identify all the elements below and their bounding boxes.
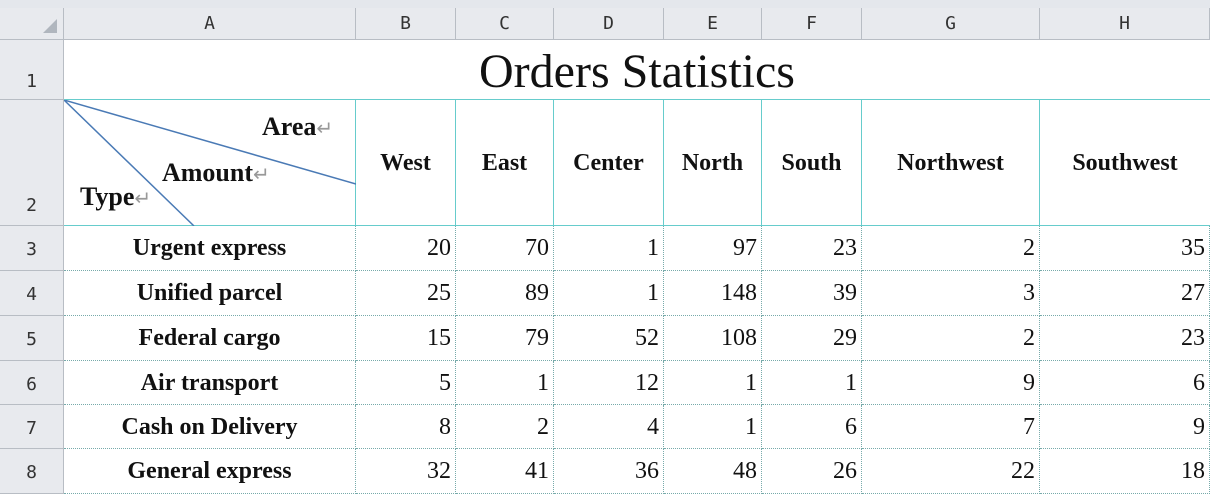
column-header-e[interactable]: E: [664, 8, 762, 40]
value-cell[interactable]: 20: [356, 226, 456, 271]
value-cell[interactable]: 7: [862, 405, 1040, 449]
value-cell[interactable]: 70: [456, 226, 554, 271]
value-cell[interactable]: 1: [762, 361, 862, 405]
value-cell[interactable]: 6: [762, 405, 862, 449]
diagonal-label-amount: Amount↵: [162, 158, 270, 187]
select-all-icon: [43, 19, 57, 33]
value-cell[interactable]: 2: [862, 316, 1040, 361]
value-cell[interactable]: 1: [456, 361, 554, 405]
region-header-east[interactable]: East: [456, 100, 554, 226]
diagonal-lines: [64, 100, 356, 226]
value-cell[interactable]: 108: [664, 316, 762, 361]
value-cell[interactable]: 23: [1040, 316, 1210, 361]
row-header-7[interactable]: 7: [0, 405, 64, 449]
value-cell[interactable]: 23: [762, 226, 862, 271]
type-cell[interactable]: Unified parcel: [64, 271, 356, 316]
region-header-west[interactable]: West: [356, 100, 456, 226]
sheet-title[interactable]: Orders Statistics: [64, 40, 1210, 100]
select-all-button[interactable]: [0, 8, 64, 40]
column-header-h[interactable]: H: [1040, 8, 1210, 40]
value-cell[interactable]: 2: [862, 226, 1040, 271]
type-cell[interactable]: General express: [64, 449, 356, 494]
value-cell[interactable]: 29: [762, 316, 862, 361]
value-cell[interactable]: 9: [1040, 405, 1210, 449]
value-cell[interactable]: 89: [456, 271, 554, 316]
type-cell[interactable]: Air transport: [64, 361, 356, 405]
value-cell[interactable]: 48: [664, 449, 762, 494]
type-cell[interactable]: Urgent express: [64, 226, 356, 271]
value-cell[interactable]: 22: [862, 449, 1040, 494]
region-header-northwest[interactable]: Northwest: [862, 100, 1040, 226]
value-cell[interactable]: 1: [664, 361, 762, 405]
value-cell[interactable]: 39: [762, 271, 862, 316]
value-cell[interactable]: 32: [356, 449, 456, 494]
value-cell[interactable]: 2: [456, 405, 554, 449]
region-header-south[interactable]: South: [762, 100, 862, 226]
row-header-8[interactable]: 8: [0, 449, 64, 494]
diagonal-label-type: Type↵: [80, 182, 152, 211]
value-cell[interactable]: 18: [1040, 449, 1210, 494]
column-header-c[interactable]: C: [456, 8, 554, 40]
column-header-d[interactable]: D: [554, 8, 664, 40]
row-header-2[interactable]: 2: [0, 100, 64, 226]
diagonal-label-area: Area↵: [262, 112, 334, 141]
value-cell[interactable]: 27: [1040, 271, 1210, 316]
value-cell[interactable]: 1: [554, 226, 664, 271]
value-cell[interactable]: 26: [762, 449, 862, 494]
type-cell[interactable]: Federal cargo: [64, 316, 356, 361]
value-cell[interactable]: 4: [554, 405, 664, 449]
value-cell[interactable]: 36: [554, 449, 664, 494]
type-cell[interactable]: Cash on Delivery: [64, 405, 356, 449]
value-cell[interactable]: 148: [664, 271, 762, 316]
region-header-north[interactable]: North: [664, 100, 762, 226]
diagonal-header-cell[interactable]: [64, 100, 356, 226]
value-cell[interactable]: 79: [456, 316, 554, 361]
region-header-southwest[interactable]: Southwest: [1040, 100, 1210, 226]
diagonal-line-1: [64, 100, 356, 185]
row-header-6[interactable]: 6: [0, 361, 64, 405]
column-header-a[interactable]: A: [64, 8, 356, 40]
column-header-g[interactable]: G: [862, 8, 1040, 40]
column-header-f[interactable]: F: [762, 8, 862, 40]
value-cell[interactable]: 8: [356, 405, 456, 449]
value-cell[interactable]: 9: [862, 361, 1040, 405]
row-header-1[interactable]: 1: [0, 40, 64, 100]
value-cell[interactable]: 52: [554, 316, 664, 361]
row-header-4[interactable]: 4: [0, 271, 64, 316]
value-cell[interactable]: 25: [356, 271, 456, 316]
value-cell[interactable]: 15: [356, 316, 456, 361]
diagonal-line-2: [64, 100, 195, 226]
value-cell[interactable]: 6: [1040, 361, 1210, 405]
value-cell[interactable]: 1: [554, 271, 664, 316]
value-cell[interactable]: 1: [664, 405, 762, 449]
value-cell[interactable]: 5: [356, 361, 456, 405]
region-header-center[interactable]: Center: [554, 100, 664, 226]
row-header-5[interactable]: 5: [0, 316, 64, 361]
column-header-b[interactable]: B: [356, 8, 456, 40]
value-cell[interactable]: 97: [664, 226, 762, 271]
value-cell[interactable]: 12: [554, 361, 664, 405]
value-cell[interactable]: 41: [456, 449, 554, 494]
value-cell[interactable]: 3: [862, 271, 1040, 316]
row-header-3[interactable]: 3: [0, 226, 64, 271]
value-cell[interactable]: 35: [1040, 226, 1210, 271]
